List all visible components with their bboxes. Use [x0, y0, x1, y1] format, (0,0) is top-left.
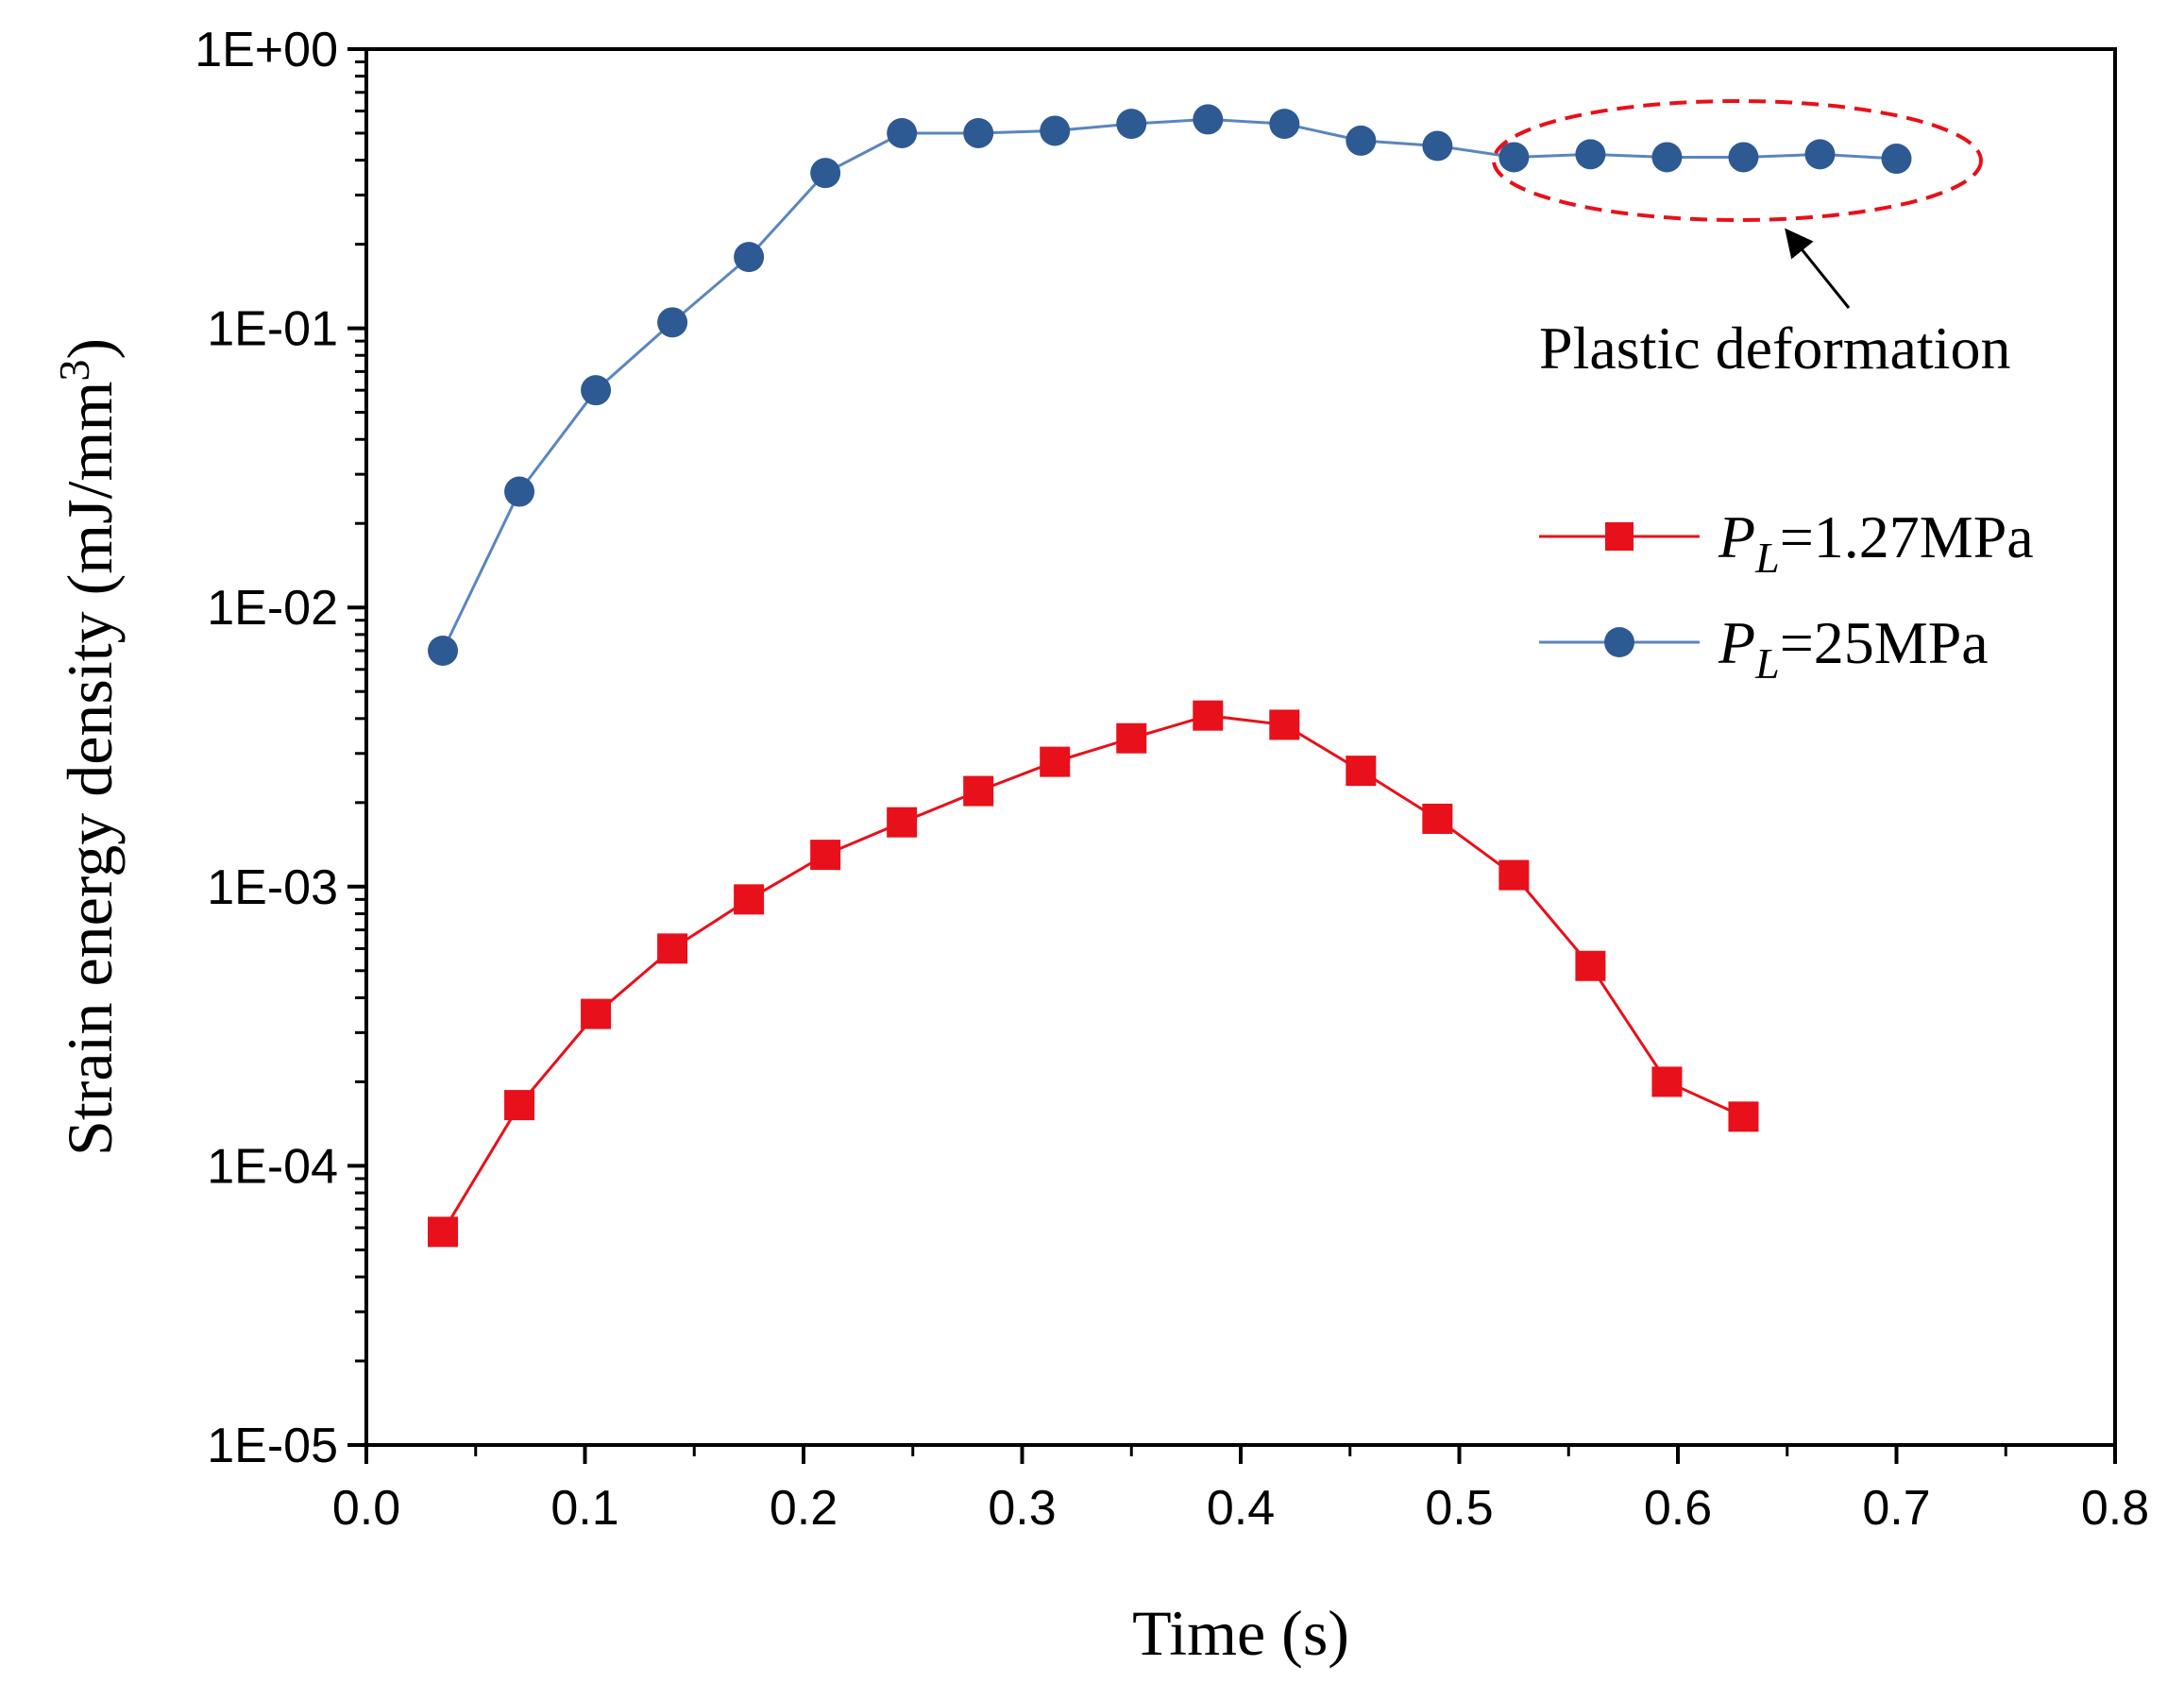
- plastic-deformation-ellipse: [1492, 99, 1983, 222]
- data-point: [581, 998, 612, 1029]
- data-point: [1575, 139, 1606, 170]
- y-tick-label: 1E-02: [207, 581, 338, 636]
- y-axis-title-sup: 3: [50, 360, 98, 382]
- x-tick-label: 0.4: [1207, 1481, 1275, 1536]
- y-tick-label: 1E-05: [207, 1419, 338, 1473]
- annotation-arrow: [1785, 228, 1851, 309]
- x-tick-label: 0.8: [2081, 1481, 2149, 1536]
- series-pl-1-27: [428, 700, 1759, 1248]
- data-point: [810, 158, 841, 189]
- data-point: [1728, 142, 1759, 173]
- legend: PL=1.27MPa PL=25MPa: [1539, 503, 2034, 688]
- data-point: [428, 1216, 459, 1248]
- legend-label-pl-25: PL=25MPa: [1718, 609, 1989, 688]
- data-point: [1651, 142, 1683, 173]
- x-tick-label: 0.0: [332, 1481, 400, 1536]
- legend-marker-pl-25: [1604, 627, 1634, 657]
- y-tick-label: 1E-03: [207, 860, 338, 915]
- data-point: [504, 1090, 535, 1121]
- series-layer: [428, 104, 1912, 1248]
- data-point: [1346, 756, 1377, 787]
- data-point: [1346, 125, 1377, 156]
- x-tick-labels: 0.0 0.1 0.2 0.3 0.4 0.5 0.6 0.7 0.8: [332, 1481, 2149, 1536]
- x-tick-label: 0.1: [550, 1481, 618, 1536]
- data-point: [1881, 144, 1912, 175]
- y-tick-label: 1E-01: [207, 302, 338, 357]
- series-line: [441, 117, 1897, 652]
- data-point: [1040, 746, 1071, 777]
- data-point: [1269, 709, 1300, 740]
- series-pl-25: [428, 104, 1912, 666]
- y-axis-title-close: ): [54, 338, 126, 360]
- plot-frame: [364, 47, 2117, 1447]
- x-axis-title: Time (s): [1132, 1597, 1349, 1669]
- data-point: [810, 840, 841, 871]
- x-tick-label: 0.2: [770, 1481, 838, 1536]
- series-line: [441, 714, 1745, 1233]
- data-point: [887, 117, 918, 148]
- data-point: [1422, 803, 1453, 834]
- data-point: [504, 476, 535, 507]
- data-point: [1575, 950, 1606, 981]
- data-point: [1040, 115, 1071, 146]
- y-tick-label: 1E+00: [195, 23, 338, 77]
- x-tick-label: 0.5: [1425, 1481, 1493, 1536]
- data-point: [734, 242, 765, 273]
- data-point: [1651, 1066, 1683, 1097]
- y-axis-title: Strain energy density (mJ/mm3): [50, 338, 126, 1156]
- data-point: [1728, 1101, 1759, 1132]
- data-point: [1498, 142, 1530, 173]
- data-point: [581, 375, 612, 406]
- annotation-plastic-deformation: Plastic deformation: [1539, 314, 2010, 382]
- data-point: [734, 884, 765, 915]
- data-point: [963, 117, 994, 148]
- data-point: [1422, 130, 1453, 162]
- y-tick-labels: 1E+00 1E-01 1E-02 1E-03 1E-04 1E-05: [195, 23, 338, 1473]
- y-axis-title-main: Strain energy density (mJ/mm: [54, 382, 126, 1156]
- data-point: [1804, 139, 1836, 170]
- x-tick-label: 0.6: [1644, 1481, 1712, 1536]
- data-point: [657, 307, 688, 338]
- data-point: [657, 933, 688, 964]
- data-point: [887, 807, 918, 838]
- legend-label-pl-1-27: PL=1.27MPa: [1718, 503, 2034, 582]
- data-point: [1498, 859, 1530, 891]
- legend-marker-pl-1-27: [1605, 522, 1634, 551]
- x-tick-label: 0.3: [988, 1481, 1056, 1536]
- x-tick-label: 0.7: [1862, 1481, 1930, 1536]
- data-point: [1193, 104, 1224, 135]
- y-tick-label: 1E-04: [207, 1139, 338, 1194]
- data-point: [1116, 109, 1147, 140]
- data-point: [1193, 700, 1224, 731]
- data-point: [1116, 722, 1147, 754]
- data-point: [1269, 109, 1300, 140]
- data-point: [963, 775, 994, 807]
- data-point: [428, 635, 459, 666]
- axis-ticks: [347, 47, 2117, 1464]
